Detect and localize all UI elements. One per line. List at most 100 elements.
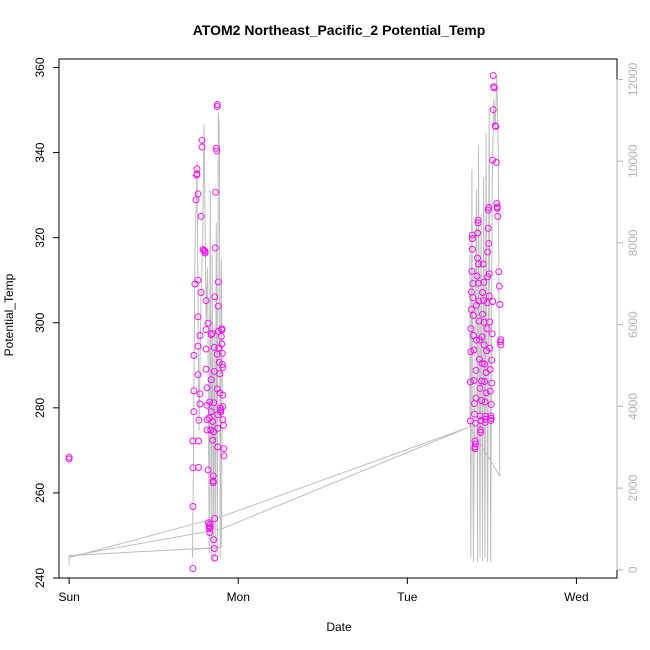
- data-point: [206, 398, 214, 406]
- data-point: [201, 247, 209, 255]
- y-tick-label: 240: [33, 568, 47, 588]
- data-point: [202, 326, 210, 334]
- data-point: [213, 147, 221, 155]
- chart-title: ATOM2 Northeast_Pacific_2 Potential_Temp: [193, 22, 486, 38]
- data-point: [481, 398, 489, 406]
- data-point: [202, 297, 210, 305]
- data-point: [194, 313, 202, 321]
- data-point: [493, 204, 501, 212]
- data-point: [472, 419, 479, 427]
- data-point: [197, 289, 205, 296]
- data-point: [496, 301, 504, 308]
- data-point: [469, 332, 477, 339]
- data-point: [481, 378, 489, 385]
- data-point: [211, 554, 219, 562]
- y2-tick-label: 8000: [626, 229, 640, 256]
- data-point: [210, 545, 218, 553]
- data-point: [189, 565, 197, 573]
- data-point: [209, 436, 217, 444]
- data-point: [480, 278, 488, 286]
- y-axis-label: Potential_Temp: [2, 273, 16, 356]
- data-point: [219, 363, 227, 371]
- data-point: [472, 440, 479, 448]
- data-point: [477, 417, 485, 425]
- data-point: [484, 248, 492, 256]
- data-point: [495, 268, 503, 276]
- data-point: [212, 188, 220, 196]
- data-point: [484, 224, 492, 232]
- data-point: [204, 466, 212, 474]
- data-point: [472, 394, 480, 402]
- data-point: [220, 445, 228, 453]
- data-point: [477, 429, 484, 436]
- data-point: [487, 400, 495, 408]
- data-point: [469, 280, 477, 288]
- data-point: [210, 343, 218, 351]
- data-point: [475, 260, 482, 268]
- data-point: [472, 366, 480, 374]
- x-tick-label: Tue: [397, 590, 418, 604]
- x-tick-label: Wed: [564, 590, 588, 604]
- data-point: [218, 340, 226, 348]
- data-point: [488, 356, 496, 364]
- data-point: [483, 325, 491, 333]
- data-point: [495, 282, 503, 290]
- data-point: [470, 346, 478, 354]
- data-point: [207, 408, 215, 416]
- data-point: [482, 389, 490, 397]
- data-point: [211, 293, 219, 301]
- data-point: [194, 190, 202, 198]
- data-point: [485, 204, 493, 211]
- data-point: [486, 344, 494, 352]
- y2-tick-label: 4000: [626, 393, 640, 420]
- data-point: [477, 426, 484, 434]
- data-point: [484, 206, 492, 214]
- data-point: [219, 403, 227, 411]
- data-point: [189, 503, 197, 510]
- data-point: [475, 317, 483, 325]
- data-point: [205, 525, 213, 533]
- data-point: [474, 229, 481, 237]
- data-point: [194, 371, 202, 379]
- data-point: [481, 360, 489, 368]
- x-tick-label: Sun: [58, 590, 79, 604]
- data-point: [206, 523, 214, 531]
- data-point: [488, 379, 496, 387]
- data-point: [190, 387, 198, 395]
- data-point: [493, 200, 501, 208]
- data-point: [220, 452, 228, 460]
- data-point: [467, 306, 475, 314]
- axes: 240 260 280 300 320 340 360 0 2000 4000 6000 8000 10…: [33, 57, 640, 604]
- data-point: [207, 331, 215, 339]
- data-point: [467, 325, 475, 333]
- data-point: [473, 336, 480, 344]
- data-point: [210, 428, 218, 436]
- data-point: [480, 341, 488, 349]
- data-point: [65, 455, 73, 463]
- data-point: [194, 342, 202, 350]
- data-point: [190, 352, 198, 359]
- y-tick-label: 360: [33, 57, 47, 77]
- y-tick-label: 340: [33, 142, 47, 162]
- data-point: [468, 267, 476, 275]
- data-point: [478, 333, 486, 341]
- data-point: [485, 270, 493, 278]
- x-axis-label: Date: [326, 620, 352, 634]
- y2-tick-label: 0: [626, 566, 640, 573]
- data-point: [487, 412, 495, 420]
- data-point: [489, 72, 497, 80]
- y2-tick-label: 2000: [626, 474, 640, 501]
- data-point: [475, 297, 483, 305]
- data-point: [476, 384, 484, 392]
- data-point: [466, 378, 474, 386]
- data-point: [488, 330, 496, 338]
- data-point: [207, 376, 215, 384]
- data-point: [486, 387, 494, 395]
- data-point: [196, 400, 204, 408]
- data-point: [485, 292, 493, 300]
- data-point: [195, 437, 202, 445]
- plot-area: [58, 58, 618, 579]
- data-point: [487, 415, 495, 422]
- data-point: [210, 367, 218, 375]
